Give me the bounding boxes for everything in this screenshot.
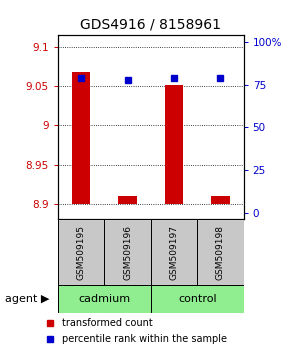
Bar <box>118 196 137 204</box>
Text: GSM509198: GSM509198 <box>216 225 225 280</box>
Bar <box>165 85 183 204</box>
Text: GSM509197: GSM509197 <box>169 225 179 280</box>
Text: transformed count: transformed count <box>61 318 152 327</box>
Bar <box>58 285 151 313</box>
Bar <box>72 72 90 204</box>
Text: GSM509196: GSM509196 <box>123 225 132 280</box>
Title: GDS4916 / 8158961: GDS4916 / 8158961 <box>80 17 221 32</box>
Bar <box>58 219 104 285</box>
Text: GSM509195: GSM509195 <box>77 225 86 280</box>
Text: cadmium: cadmium <box>78 294 130 304</box>
Bar <box>151 285 244 313</box>
Bar <box>104 219 151 285</box>
Bar <box>211 196 230 204</box>
Bar <box>151 219 197 285</box>
Text: control: control <box>178 294 217 304</box>
Text: percentile rank within the sample: percentile rank within the sample <box>61 334 226 344</box>
Bar <box>197 219 244 285</box>
Text: agent ▶: agent ▶ <box>5 294 49 304</box>
